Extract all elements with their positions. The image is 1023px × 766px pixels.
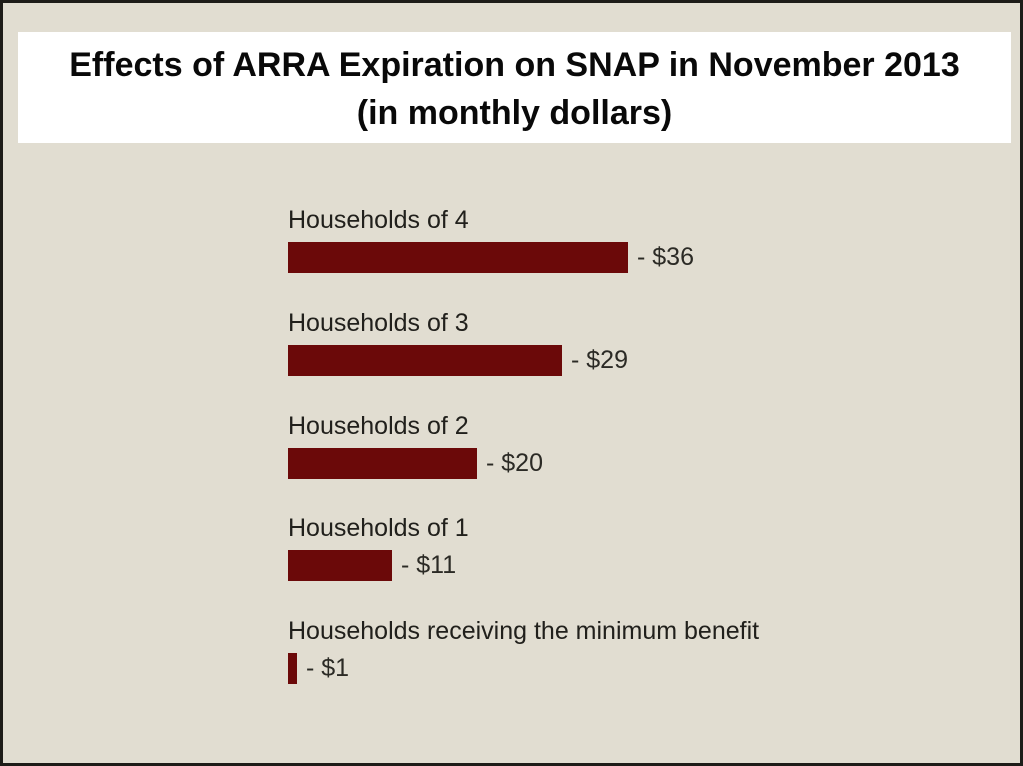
bar-chart: Households of 4 - $36 Households of 3 - …	[3, 3, 1020, 763]
bar	[288, 345, 562, 376]
chart-title-line1: Effects of ARRA Expiration on SNAP in No…	[69, 46, 960, 84]
bar-row: Households of 2 - $20	[288, 412, 543, 479]
value-label: - $20	[486, 449, 543, 477]
category-label: Households of 3	[288, 309, 469, 337]
bar	[288, 653, 297, 684]
bar-row: Households of 3 - $29	[288, 309, 628, 376]
bar-row: Households of 4 - $36	[288, 206, 694, 273]
value-label: - $29	[571, 346, 628, 374]
category-label: Households receiving the minimum benefit	[288, 617, 760, 645]
bar	[288, 550, 392, 581]
category-label: Households of 1	[288, 514, 469, 542]
bar-line: - $36	[288, 242, 694, 273]
category-label: Households of 4	[288, 206, 469, 234]
bar	[288, 242, 628, 273]
chart-title-line2: (in monthly dollars)	[356, 94, 673, 132]
bar-row: Households receiving the minimum benefit…	[288, 617, 759, 684]
category-label: Households of 2	[288, 412, 469, 440]
value-label: - $36	[637, 243, 694, 271]
bar-line: - $20	[288, 448, 543, 479]
value-label: - $11	[401, 551, 457, 579]
bar-line: - $1	[288, 653, 759, 684]
value-label: - $1	[306, 654, 350, 682]
bar-row: Households of 1 - $11	[288, 514, 469, 581]
bar-line: - $11	[288, 550, 469, 581]
bar	[288, 448, 477, 479]
bar-line: - $29	[288, 345, 628, 376]
chart-title: Effects of ARRA Expiration on SNAP in No…	[18, 32, 1011, 143]
